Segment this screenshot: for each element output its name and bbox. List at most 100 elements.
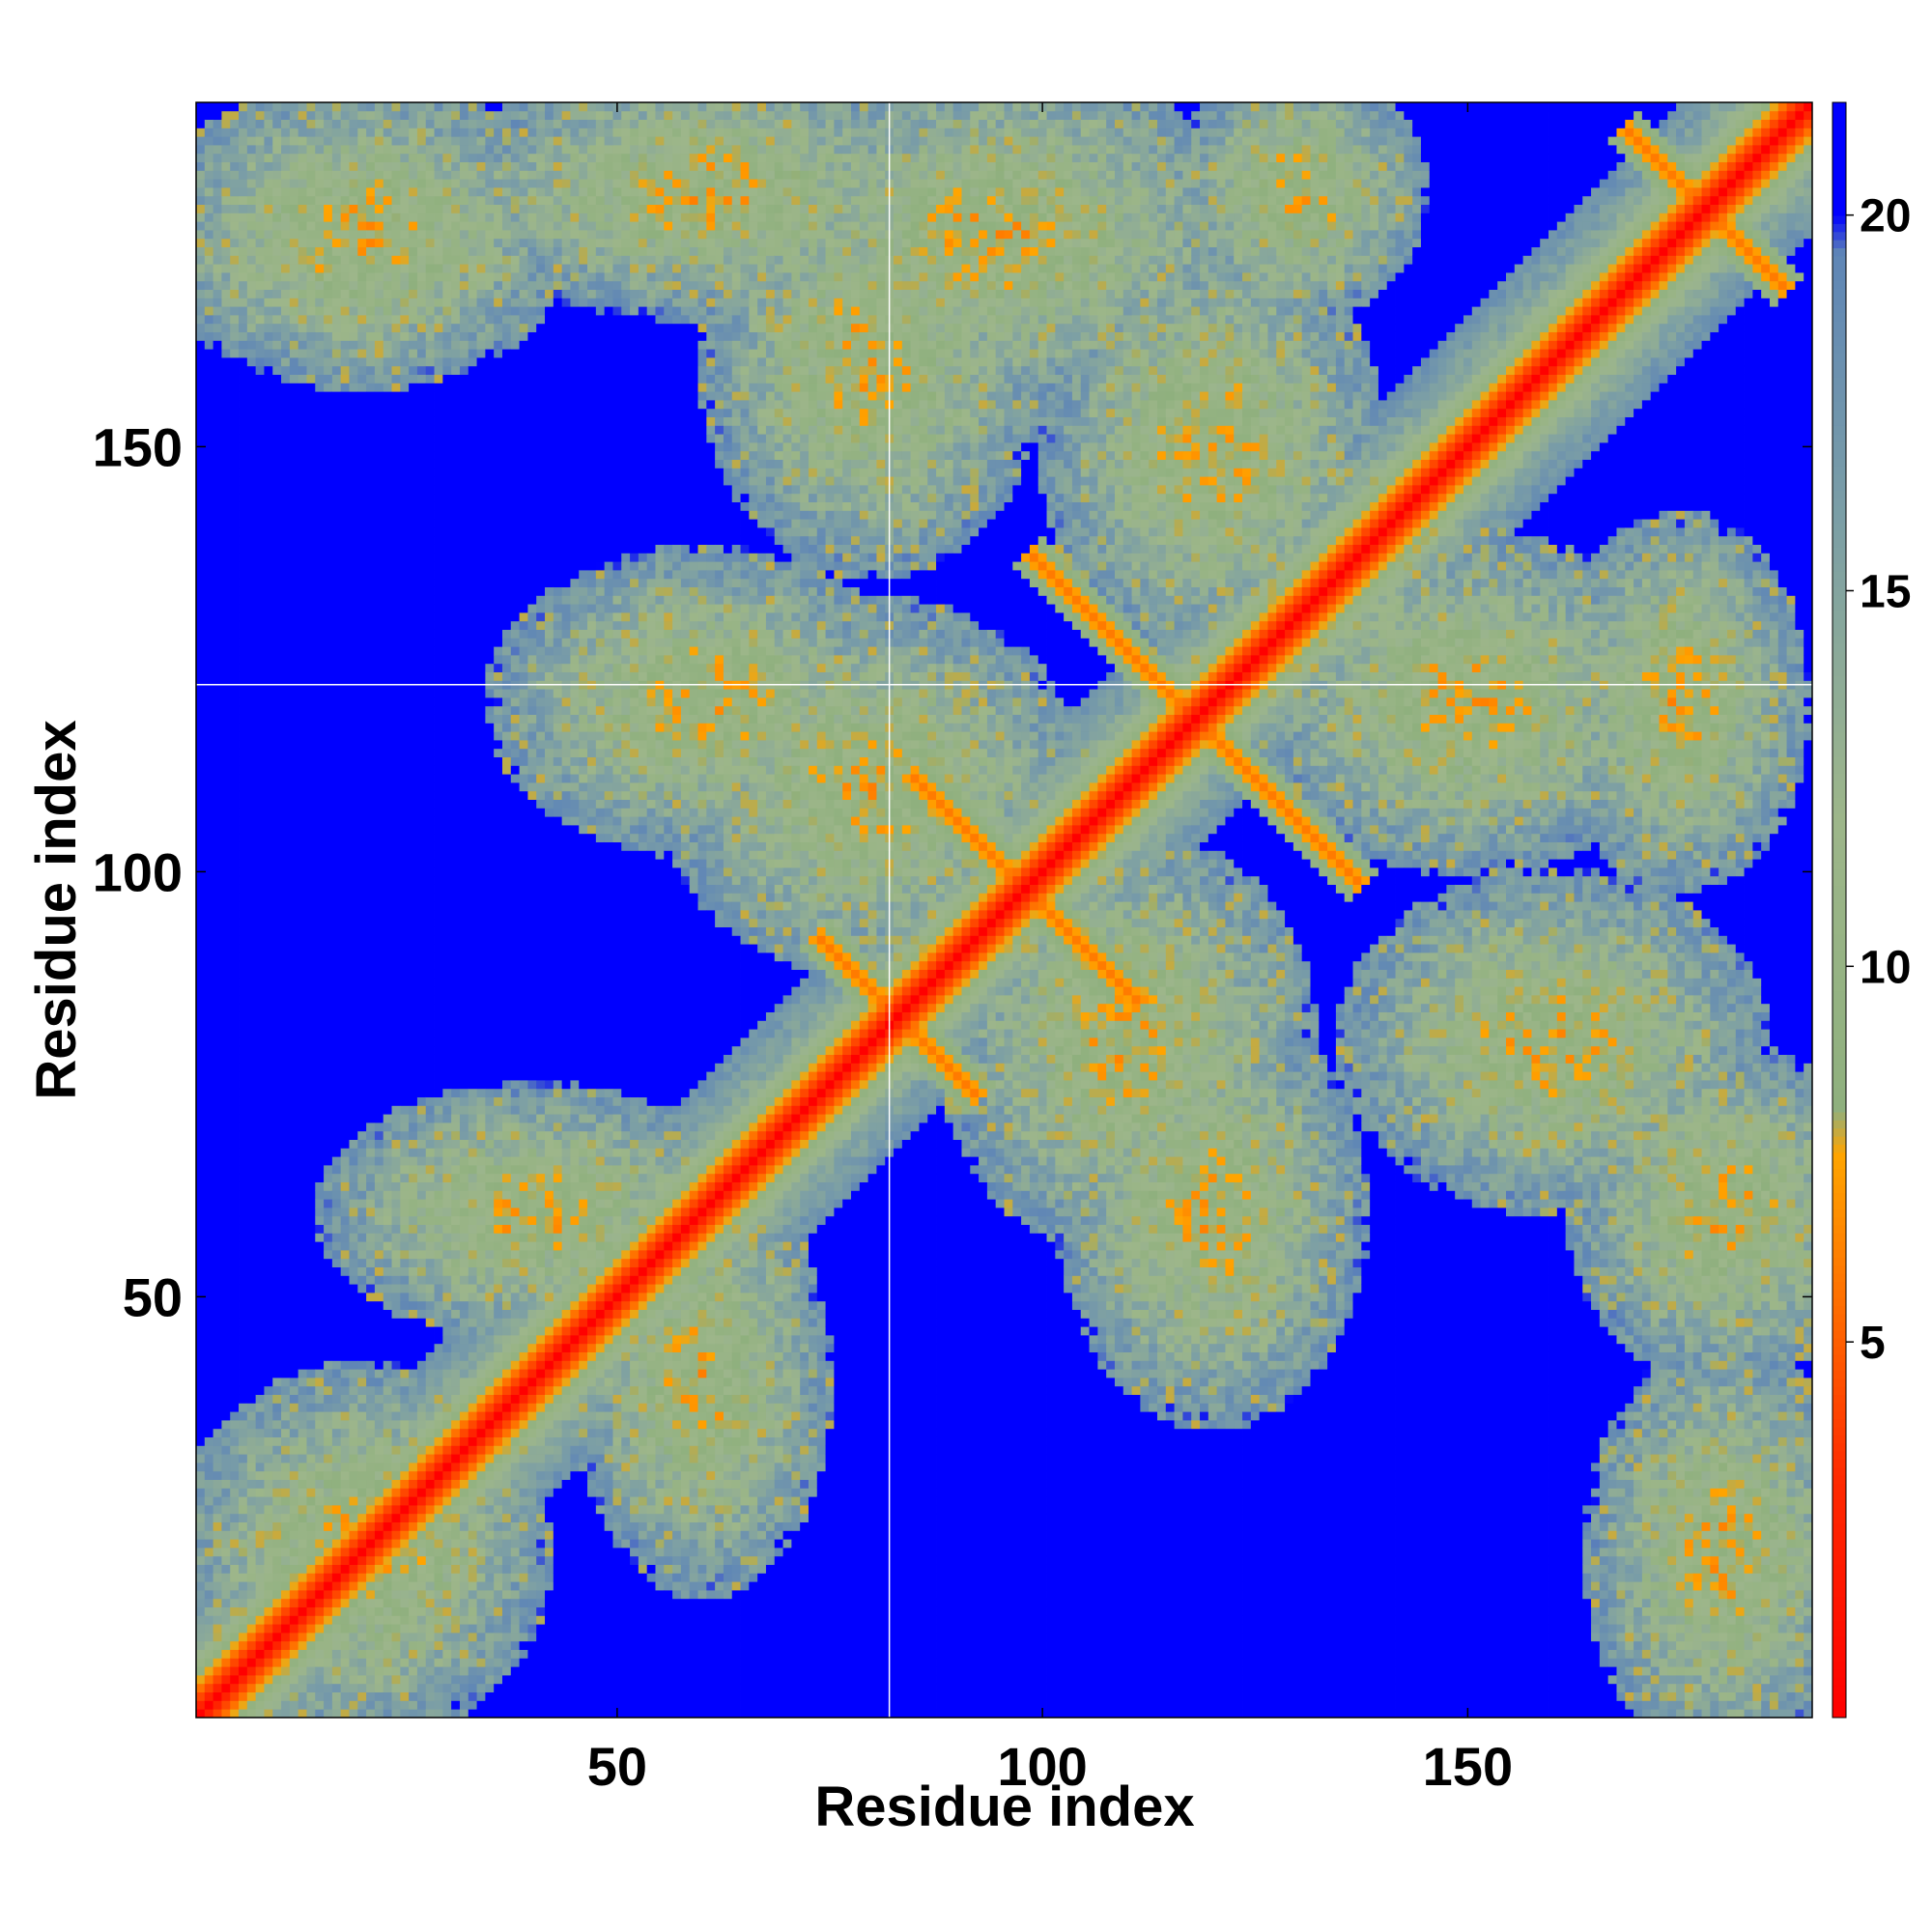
heatmap-cell bbox=[221, 697, 230, 706]
heatmap-cell bbox=[306, 519, 315, 527]
heatmap-cell bbox=[239, 1165, 247, 1174]
heatmap-cell bbox=[290, 757, 298, 766]
heatmap-cell bbox=[298, 1344, 307, 1352]
heatmap-cell bbox=[290, 434, 298, 442]
heatmap-cell bbox=[281, 1089, 290, 1097]
heatmap-cell bbox=[205, 723, 213, 731]
heatmap-cell bbox=[196, 1097, 205, 1106]
heatmap-cell bbox=[290, 834, 298, 842]
heatmap-cell bbox=[196, 1250, 205, 1259]
heatmap-cell bbox=[315, 1624, 324, 1633]
heatmap-cell bbox=[205, 1666, 213, 1675]
heatmap-cell bbox=[281, 706, 290, 715]
heatmap-cell bbox=[306, 1471, 315, 1480]
heatmap-cell bbox=[230, 536, 239, 545]
heatmap-cell bbox=[264, 179, 272, 187]
heatmap-cell bbox=[196, 1565, 205, 1574]
heatmap-cell bbox=[213, 468, 222, 476]
heatmap-cell bbox=[205, 672, 213, 681]
heatmap-cell bbox=[281, 306, 290, 315]
heatmap-cell bbox=[205, 170, 213, 179]
heatmap-cell bbox=[298, 859, 307, 867]
heatmap-cell bbox=[230, 1020, 239, 1029]
heatmap-cell bbox=[247, 485, 256, 494]
heatmap-cell bbox=[272, 1607, 281, 1616]
heatmap-cell bbox=[196, 1684, 205, 1692]
heatmap-cell bbox=[239, 315, 247, 324]
heatmap-cell bbox=[272, 136, 281, 145]
heatmap-cell bbox=[264, 264, 272, 272]
heatmap-cell bbox=[298, 1131, 307, 1140]
heatmap-cell bbox=[272, 179, 281, 187]
heatmap-cell bbox=[205, 808, 213, 816]
heatmap-cell bbox=[256, 723, 265, 731]
heatmap-cell bbox=[281, 1105, 290, 1114]
heatmap-cell bbox=[256, 910, 265, 919]
heatmap-cell bbox=[221, 970, 230, 979]
heatmap-cell bbox=[290, 1122, 298, 1131]
heatmap-cell bbox=[290, 800, 298, 809]
heatmap-cell bbox=[230, 1105, 239, 1114]
heatmap-cell bbox=[213, 757, 222, 766]
heatmap-cell bbox=[221, 1190, 230, 1199]
heatmap-cell bbox=[205, 1352, 213, 1361]
heatmap-cell bbox=[272, 154, 281, 162]
heatmap-cell bbox=[306, 646, 315, 655]
heatmap-cell bbox=[205, 1199, 213, 1208]
heatmap-cell bbox=[247, 255, 256, 264]
heatmap-cell bbox=[306, 102, 315, 111]
heatmap-cell bbox=[230, 476, 239, 485]
heatmap-cell bbox=[221, 425, 230, 434]
heatmap-cell bbox=[272, 383, 281, 391]
heatmap-cell bbox=[221, 1182, 230, 1191]
heatmap-cell bbox=[205, 1156, 213, 1165]
heatmap-cell bbox=[213, 306, 222, 315]
heatmap-cell bbox=[230, 272, 239, 281]
heatmap-cell bbox=[256, 324, 265, 332]
heatmap-cell bbox=[298, 749, 307, 757]
heatmap-cell bbox=[264, 1174, 272, 1182]
heatmap-cell bbox=[213, 876, 222, 885]
heatmap-cell bbox=[256, 867, 265, 876]
heatmap-cell bbox=[230, 1360, 239, 1369]
heatmap-cell bbox=[247, 1004, 256, 1012]
heatmap-cell bbox=[272, 579, 281, 587]
heatmap-cell bbox=[205, 638, 213, 646]
heatmap-cell bbox=[281, 646, 290, 655]
heatmap-cell bbox=[306, 876, 315, 885]
heatmap-cell bbox=[247, 715, 256, 724]
heatmap-cell bbox=[213, 672, 222, 681]
heatmap-cell bbox=[272, 1029, 281, 1037]
heatmap-cell bbox=[239, 136, 247, 145]
heatmap-cell bbox=[281, 255, 290, 264]
heatmap-cell bbox=[290, 1216, 298, 1225]
heatmap-cell bbox=[221, 1335, 230, 1344]
heatmap-cell bbox=[272, 1174, 281, 1182]
heatmap-cell bbox=[230, 1241, 239, 1250]
heatmap-cell bbox=[256, 247, 265, 256]
heatmap-cell bbox=[256, 1615, 265, 1624]
heatmap-cell bbox=[264, 1650, 272, 1659]
heatmap-cell bbox=[256, 1284, 265, 1293]
heatmap-cell bbox=[281, 1241, 290, 1250]
heatmap-cell bbox=[272, 834, 281, 842]
heatmap-cell bbox=[281, 468, 290, 476]
heatmap-cell bbox=[239, 1369, 247, 1378]
heatmap-cell bbox=[306, 1335, 315, 1344]
heatmap-cell bbox=[196, 1658, 205, 1666]
heatmap-cell bbox=[239, 944, 247, 952]
heatmap-cell bbox=[264, 1488, 272, 1496]
heatmap-cell bbox=[196, 536, 205, 545]
heatmap-cell bbox=[290, 995, 298, 1004]
heatmap-cell bbox=[221, 1122, 230, 1131]
heatmap-cell bbox=[230, 1395, 239, 1404]
heatmap-cell bbox=[272, 170, 281, 179]
heatmap-cell bbox=[196, 255, 205, 264]
heatmap-cell bbox=[315, 1514, 324, 1522]
heatmap-cell bbox=[247, 128, 256, 136]
heatmap-cell bbox=[196, 128, 205, 136]
heatmap-cell bbox=[256, 1259, 265, 1267]
heatmap-cell bbox=[256, 842, 265, 851]
heatmap-cell bbox=[221, 630, 230, 639]
heatmap-cell bbox=[221, 1378, 230, 1386]
